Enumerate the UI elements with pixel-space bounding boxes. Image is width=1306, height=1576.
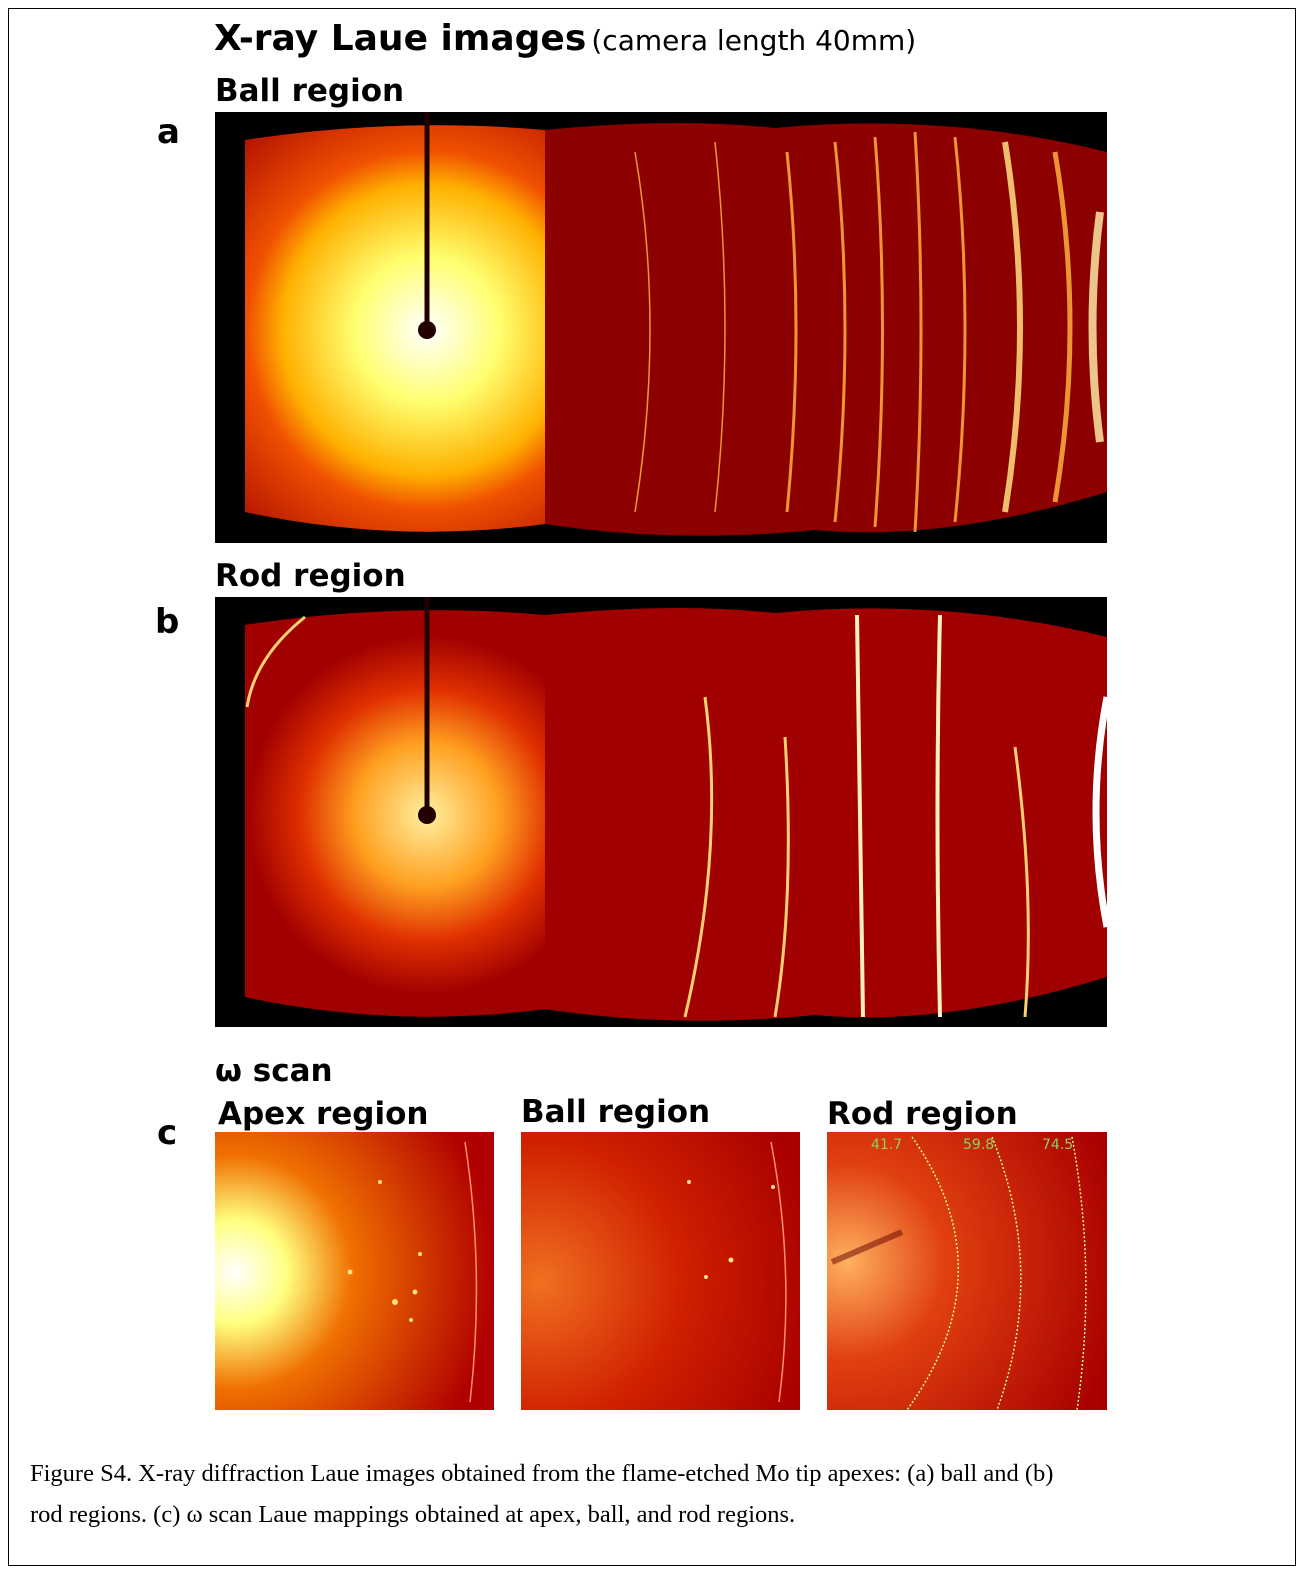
subpanel-heading: Rod region	[827, 1096, 1018, 1132]
caption-line: Figure S4. X-ray diffraction Laue images…	[30, 1460, 1053, 1488]
subpanel-heading: Apex region	[218, 1096, 429, 1132]
ring-label: 59.8	[963, 1137, 994, 1153]
laue-image-b	[215, 597, 1107, 1027]
panel-heading: ω scan	[215, 1053, 333, 1089]
scan-image-ball	[521, 1132, 800, 1410]
panel-letter: a	[157, 112, 180, 152]
panel-heading: Rod region	[215, 558, 406, 594]
title: X-ray Laue images	[214, 18, 586, 59]
subtitle: (camera length 40mm)	[591, 24, 916, 57]
panel-letter: c	[157, 1113, 177, 1153]
ring-label: 74.5	[1042, 1137, 1073, 1153]
laue-image-a	[215, 112, 1107, 543]
title-row: X-ray Laue images (camera length 40mm)	[214, 18, 916, 59]
panel-letter: b	[155, 602, 179, 642]
caption-line: rod regions. (c) ω scan Laue mappings ob…	[30, 1501, 795, 1529]
scan-image-apex	[215, 1132, 494, 1410]
ring-label: 41.7	[871, 1137, 902, 1153]
subpanel-heading: Ball region	[521, 1094, 710, 1130]
panel-heading: Ball region	[215, 73, 404, 109]
page: X-ray Laue images (camera length 40mm) B…	[0, 0, 1306, 1576]
scan-image-rod: 41.7 59.8 74.5	[827, 1132, 1107, 1410]
